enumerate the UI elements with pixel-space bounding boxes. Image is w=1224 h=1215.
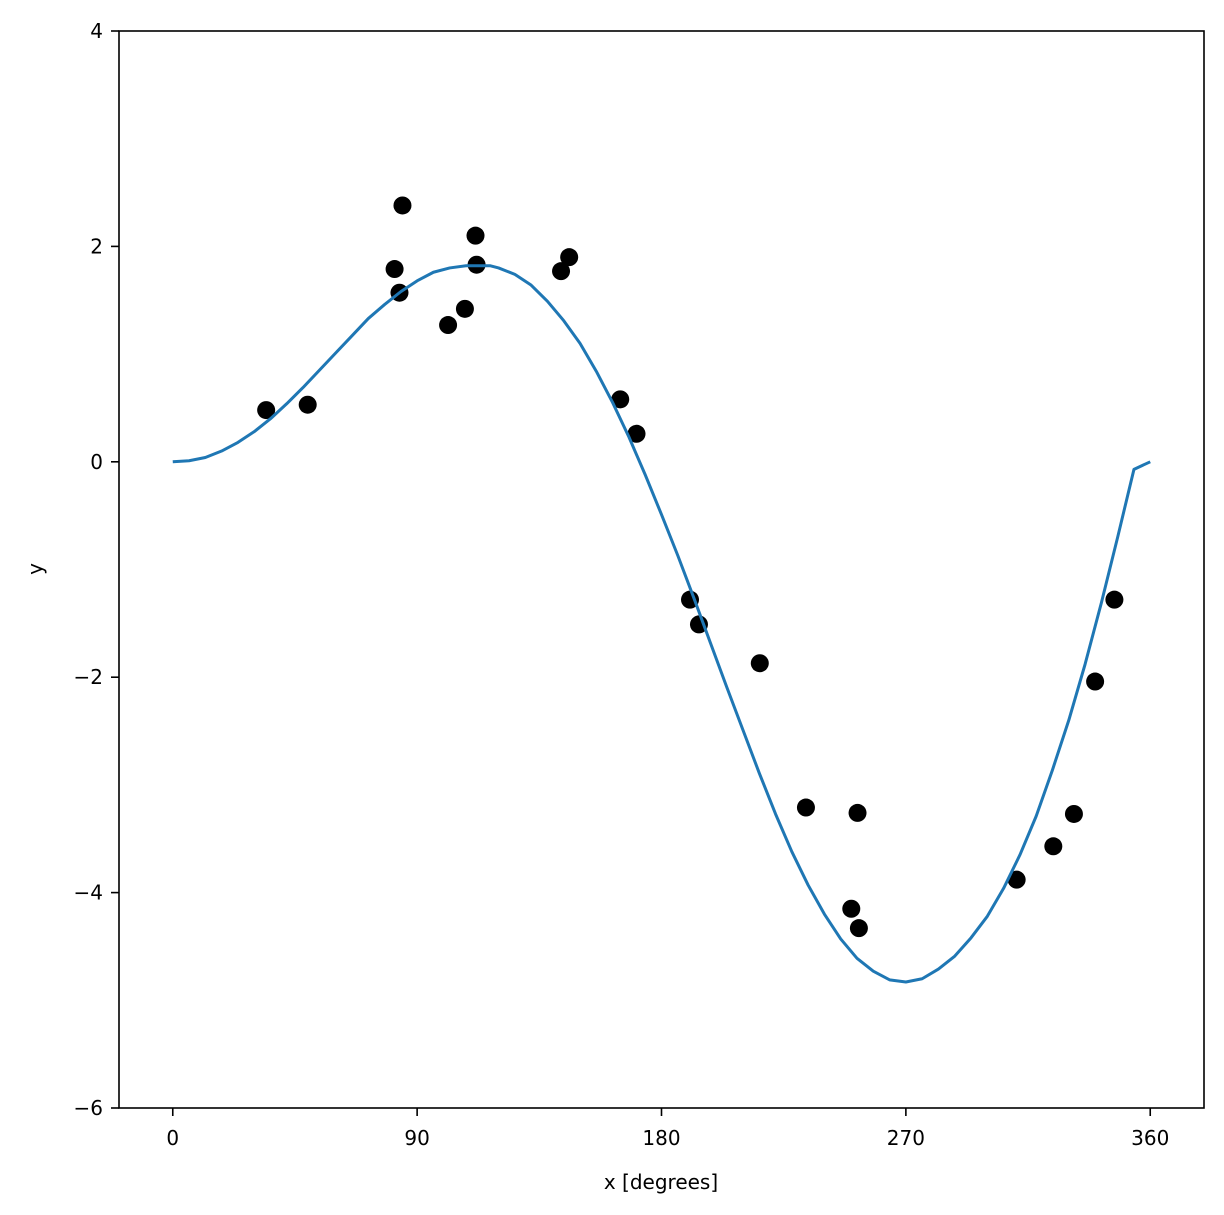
data-point <box>1064 804 1083 823</box>
data-point <box>1044 837 1063 856</box>
data-point <box>611 390 630 409</box>
fit-curve-line <box>172 264 1151 984</box>
data-point <box>627 424 646 443</box>
data-point <box>1086 672 1105 691</box>
x-tick-label: 90 <box>404 1126 429 1150</box>
y-axis-label: y <box>23 563 47 575</box>
x-tick-label: 360 <box>1131 1126 1169 1150</box>
x-axis: 0 90 180 270 360 <box>166 1108 1169 1150</box>
y-tick-label: 0 <box>90 450 103 474</box>
y-tick-label: −4 <box>74 881 103 905</box>
data-point <box>257 401 276 420</box>
data-point <box>681 590 700 609</box>
data-point <box>849 919 868 938</box>
y-tick-label: −2 <box>74 665 103 689</box>
x-tick-label: 0 <box>166 1126 179 1150</box>
data-point <box>1007 870 1026 889</box>
y-tick-label: −6 <box>74 1096 103 1120</box>
data-point <box>455 299 474 318</box>
x-tick-label: 270 <box>887 1126 925 1150</box>
data-point <box>1105 590 1124 609</box>
y-tick-label: 2 <box>90 234 103 258</box>
y-tick-label: 4 <box>90 19 103 43</box>
data-point <box>439 316 458 335</box>
data-point <box>560 248 579 267</box>
x-tick-label: 180 <box>642 1126 680 1150</box>
data-point <box>466 226 485 245</box>
data-point <box>848 803 867 822</box>
data-point <box>842 899 861 918</box>
data-point <box>552 262 571 281</box>
y-axis: −6 −4 −2 0 2 4 <box>74 19 119 1120</box>
data-point <box>796 798 815 817</box>
x-axis-label: x [degrees] <box>604 1170 718 1194</box>
plot-area <box>172 196 1151 984</box>
data-point <box>393 196 412 215</box>
data-point <box>298 395 317 414</box>
data-point <box>750 654 769 673</box>
data-point <box>385 260 404 279</box>
